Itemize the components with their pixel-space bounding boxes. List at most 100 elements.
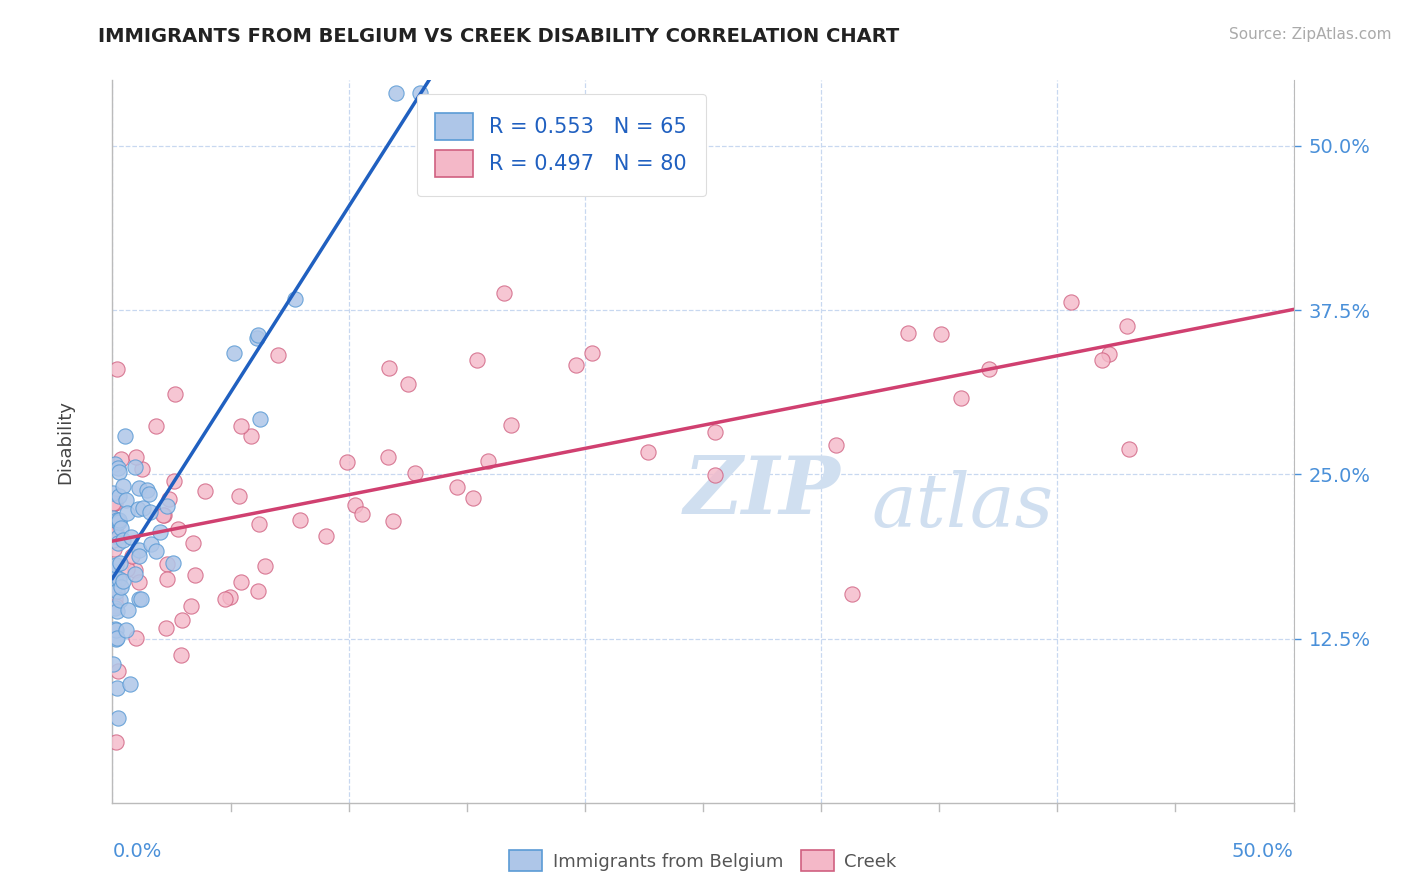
Point: [103, 581, 125, 595]
Point: [128, 482, 150, 496]
Point: [115, 506, 138, 520]
Point: [949, 391, 972, 405]
Point: [163, 386, 186, 401]
Point: [107, 489, 129, 503]
Point: [214, 591, 236, 606]
Point: [180, 599, 202, 613]
Point: [104, 558, 127, 572]
Point: [382, 515, 405, 529]
Point: [163, 474, 186, 488]
Point: [288, 513, 311, 527]
Point: [101, 497, 124, 511]
Point: [1060, 295, 1083, 310]
Point: [184, 567, 207, 582]
Point: [124, 563, 146, 577]
Point: [111, 533, 134, 548]
Point: [841, 587, 863, 601]
Point: [107, 460, 129, 475]
Point: [117, 562, 139, 576]
Point: [247, 327, 270, 342]
Point: [637, 445, 659, 459]
Point: [155, 621, 177, 635]
Point: [118, 677, 141, 691]
Point: [114, 623, 136, 637]
Point: [101, 496, 124, 510]
Point: [229, 575, 252, 590]
Point: [897, 326, 920, 340]
Point: [377, 360, 399, 375]
Point: [115, 493, 138, 508]
Point: [315, 529, 337, 543]
Point: [108, 513, 131, 527]
Point: [110, 452, 132, 467]
Text: 0.0%: 0.0%: [112, 842, 162, 861]
Point: [101, 511, 124, 525]
Point: [105, 513, 128, 527]
Point: [107, 515, 129, 529]
Point: [105, 524, 128, 539]
Point: [131, 462, 153, 476]
Point: [103, 541, 125, 556]
Point: [385, 87, 408, 101]
Point: [125, 632, 148, 646]
Point: [343, 498, 366, 512]
Point: [228, 489, 250, 503]
Text: IMMIGRANTS FROM BELGIUM VS CREEK DISABILITY CORRELATION CHART: IMMIGRANTS FROM BELGIUM VS CREEK DISABIL…: [98, 27, 900, 45]
Point: [111, 479, 134, 493]
Point: [105, 513, 128, 527]
Legend: Immigrants from Belgium, Creek: Immigrants from Belgium, Creek: [502, 843, 904, 879]
Point: [108, 573, 131, 587]
Point: [128, 542, 150, 557]
Text: 50.0%: 50.0%: [1232, 842, 1294, 861]
Point: [104, 527, 127, 541]
Point: [107, 536, 129, 550]
Point: [145, 544, 167, 558]
Point: [477, 454, 499, 468]
Point: [108, 465, 131, 479]
Point: [139, 505, 162, 519]
Point: [145, 418, 167, 433]
Point: [492, 286, 515, 301]
Point: [254, 559, 277, 574]
Point: [239, 428, 262, 442]
Point: [446, 480, 468, 494]
Point: [149, 524, 172, 539]
Point: [120, 530, 142, 544]
Point: [128, 549, 150, 564]
Point: [104, 496, 127, 510]
Point: [156, 499, 179, 513]
Point: [231, 418, 253, 433]
Point: [110, 521, 132, 535]
Point: [465, 353, 488, 368]
Point: [114, 429, 136, 443]
Point: [152, 508, 174, 523]
Point: [107, 530, 129, 544]
Point: [105, 604, 128, 618]
Point: [461, 491, 484, 506]
Point: [124, 567, 146, 582]
Point: [104, 622, 127, 636]
Point: [112, 574, 135, 589]
Point: [156, 573, 179, 587]
Legend: R = 0.553   N = 65, R = 0.497   N = 80: R = 0.553 N = 65, R = 0.497 N = 80: [416, 95, 706, 195]
Point: [247, 583, 270, 598]
Point: [117, 603, 139, 617]
Point: [128, 574, 150, 589]
Point: [219, 590, 242, 604]
Point: [404, 467, 426, 481]
Point: [105, 623, 128, 637]
Point: [108, 556, 131, 570]
Point: [377, 450, 399, 464]
Point: [128, 592, 150, 607]
Point: [107, 664, 129, 678]
Point: [581, 346, 603, 360]
Point: [104, 601, 127, 615]
Point: [170, 613, 193, 627]
Point: [157, 491, 180, 506]
Point: [104, 592, 127, 607]
Point: [284, 293, 307, 307]
Point: [104, 735, 127, 749]
Text: atlas: atlas: [872, 470, 1054, 543]
Point: [125, 450, 148, 465]
Point: [181, 536, 204, 550]
